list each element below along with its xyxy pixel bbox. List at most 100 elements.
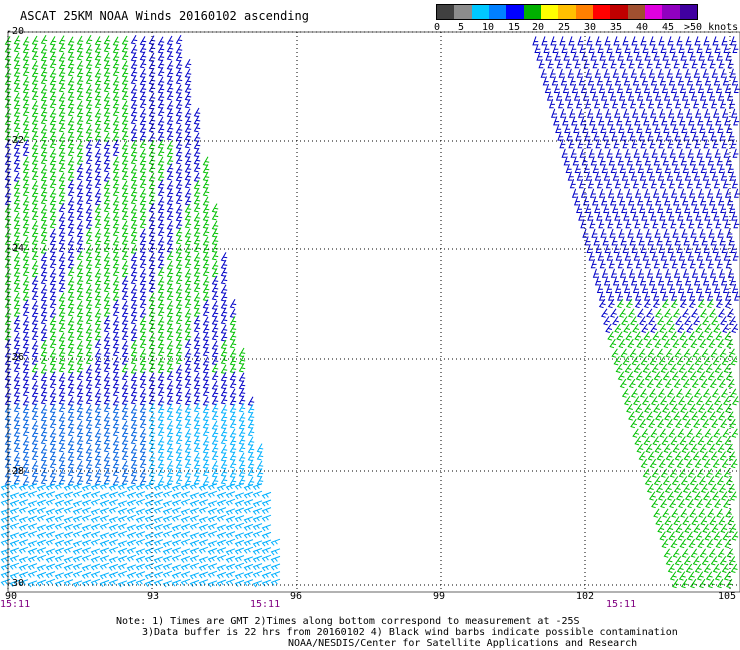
wind-barb: [148, 252, 156, 262]
wind-barb: [13, 60, 21, 70]
wind-barb: [31, 323, 39, 333]
wind-barb: [157, 396, 165, 406]
time-label: 15:11: [606, 599, 637, 610]
wind-barb: [631, 139, 638, 149]
wind-barb: [22, 346, 30, 357]
wind-barb: [157, 476, 165, 486]
wind-barb: [171, 554, 182, 562]
wind-barb: [578, 76, 585, 86]
wind-barb: [661, 436, 669, 446]
wind-barb: [139, 138, 147, 149]
wind-barb: [139, 316, 147, 326]
wind-barb: [67, 459, 75, 469]
wind-barb: [103, 292, 111, 302]
wind-barb: [687, 43, 694, 53]
wind-barb: [702, 418, 710, 429]
wind-barb: [22, 59, 30, 69]
wind-barb: [202, 459, 210, 469]
wind-barb: [261, 524, 272, 532]
wind-barb: [58, 60, 66, 70]
wind-barb: [688, 291, 696, 301]
wind-barb: [40, 444, 48, 454]
wind-barb: [67, 426, 75, 437]
wind-barb: [40, 314, 48, 325]
wind-barb: [94, 451, 102, 461]
wind-barb: [211, 388, 219, 398]
wind-barb: [193, 187, 201, 198]
wind-barb: [733, 83, 740, 93]
wind-barb: [45, 523, 56, 531]
wind-barb: [58, 115, 66, 125]
wind-barb: [697, 219, 704, 229]
wind-barb: [211, 323, 219, 333]
wind-barb: [642, 148, 649, 158]
wind-barb: [13, 35, 21, 45]
wind-barb: [171, 499, 182, 507]
wind-barb: [707, 156, 714, 166]
wind-barb: [103, 347, 111, 358]
wind-barb: [637, 268, 644, 278]
wind-barb: [724, 83, 731, 93]
wind-barb: [675, 491, 683, 501]
wind-barb: [166, 163, 174, 173]
wind-barb: [76, 275, 84, 286]
wind-barb: [175, 274, 183, 285]
wind-barb: [22, 91, 30, 102]
wind-barb: [628, 378, 636, 389]
wind-barb: [722, 283, 729, 293]
wind-barb: [593, 236, 600, 246]
wind-barb: [13, 115, 21, 125]
wind-barb: [63, 571, 74, 579]
wind-barb: [31, 250, 39, 261]
wind-barb: [18, 571, 29, 579]
wind-barb: [716, 259, 723, 269]
wind-barb: [211, 290, 219, 301]
wind-barb: [157, 411, 165, 422]
wind-barb: [103, 267, 111, 278]
wind-barb: [58, 372, 66, 382]
wind-barb: [620, 99, 627, 109]
wind-barb: [184, 316, 192, 326]
wind-barb: [616, 116, 623, 126]
wind-barb: [651, 468, 659, 478]
wind-barb: [600, 196, 607, 206]
wind-barb: [76, 323, 84, 333]
wind-barb: [684, 171, 691, 181]
wind-barb: [724, 188, 731, 198]
wind-barb: [693, 68, 700, 78]
wind-barb: [624, 43, 631, 53]
wind-barb: [690, 548, 698, 558]
wind-barb: [243, 531, 254, 539]
wind-barb: [722, 323, 730, 333]
wind-barb: [243, 563, 254, 571]
wind-barb: [729, 276, 736, 286]
wind-barb: [702, 523, 710, 533]
wind-barb: [661, 298, 669, 309]
wind-barb: [130, 404, 138, 414]
wind-barb: [624, 148, 631, 158]
wind-barb: [49, 218, 57, 229]
wind-barb: [243, 516, 254, 524]
wind-barb: [85, 187, 93, 197]
wind-barb: [682, 268, 689, 278]
wind-barb: [103, 172, 111, 182]
wind-barb: [669, 43, 676, 53]
wind-barb: [630, 276, 637, 286]
wind-barb: [731, 428, 739, 438]
wind-barb: [94, 276, 102, 286]
wind-barb: [193, 387, 201, 398]
wind-barb: [40, 394, 48, 405]
wind-barb: [202, 404, 210, 414]
wind-barb: [559, 139, 566, 149]
wind-barb: [728, 556, 736, 566]
wind-barb: [67, 364, 75, 374]
wind-barb: [76, 83, 84, 93]
wind-barb: [611, 236, 618, 246]
wind-barb: [90, 498, 101, 506]
wind-barb: [678, 43, 685, 53]
wind-barb: [229, 451, 237, 461]
wind-barb: [130, 52, 138, 62]
wind-barb: [76, 290, 84, 301]
wind-barb: [157, 459, 165, 469]
wind-barb: [175, 124, 183, 134]
